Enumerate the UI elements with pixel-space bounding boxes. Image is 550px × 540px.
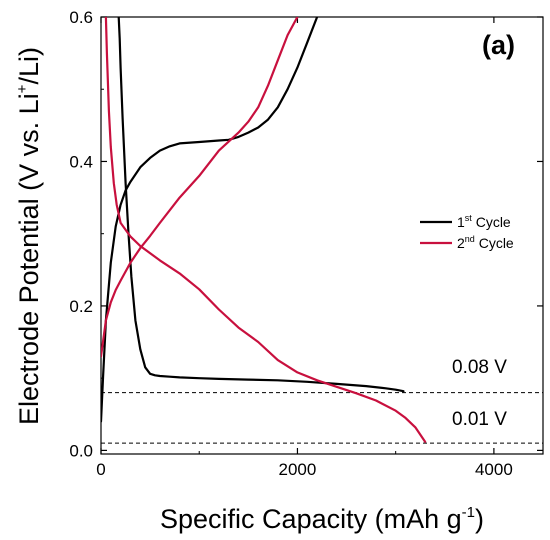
series-line-cycle-2-part-1	[104, 17, 427, 443]
x-tick-label: 2000	[279, 460, 317, 479]
y-tick-label: 0.2	[69, 297, 93, 316]
x-tick-label: 4000	[475, 460, 513, 479]
legend-label-cycle-1: 1st Cycle	[457, 213, 511, 230]
series-line-cycle-1-part-2	[101, 17, 319, 423]
series-line-cycle-2-part-2	[101, 17, 299, 358]
y-tick-label: 0.4	[69, 152, 93, 171]
y-tick-label: 0.6	[69, 8, 93, 27]
ref-label-0.01: 0.01 V	[452, 409, 507, 430]
series-layer	[101, 17, 427, 443]
x-tick-label: 0	[96, 460, 105, 479]
plot-frame	[100, 16, 544, 455]
legend-label-cycle-2: 2nd Cycle	[457, 234, 514, 251]
series-line-cycle-1-part-1	[117, 17, 405, 393]
y-axis-title: Electrode Potential (V vs. Li+/Li)	[14, 47, 44, 425]
ref-label-0.08: 0.08 V	[452, 357, 507, 378]
panel-label: (a)	[482, 30, 515, 60]
y-tick-label: 0.0	[69, 441, 93, 460]
x-axis-title: Specific Capacity (mAh g-1)	[160, 504, 484, 534]
ticks-layer: 0 2000 4000 0.0 0.2 0.4 0.6	[69, 8, 543, 479]
reference-lines	[101, 392, 543, 444]
legend: 1st Cycle 2nd Cycle	[420, 213, 514, 251]
